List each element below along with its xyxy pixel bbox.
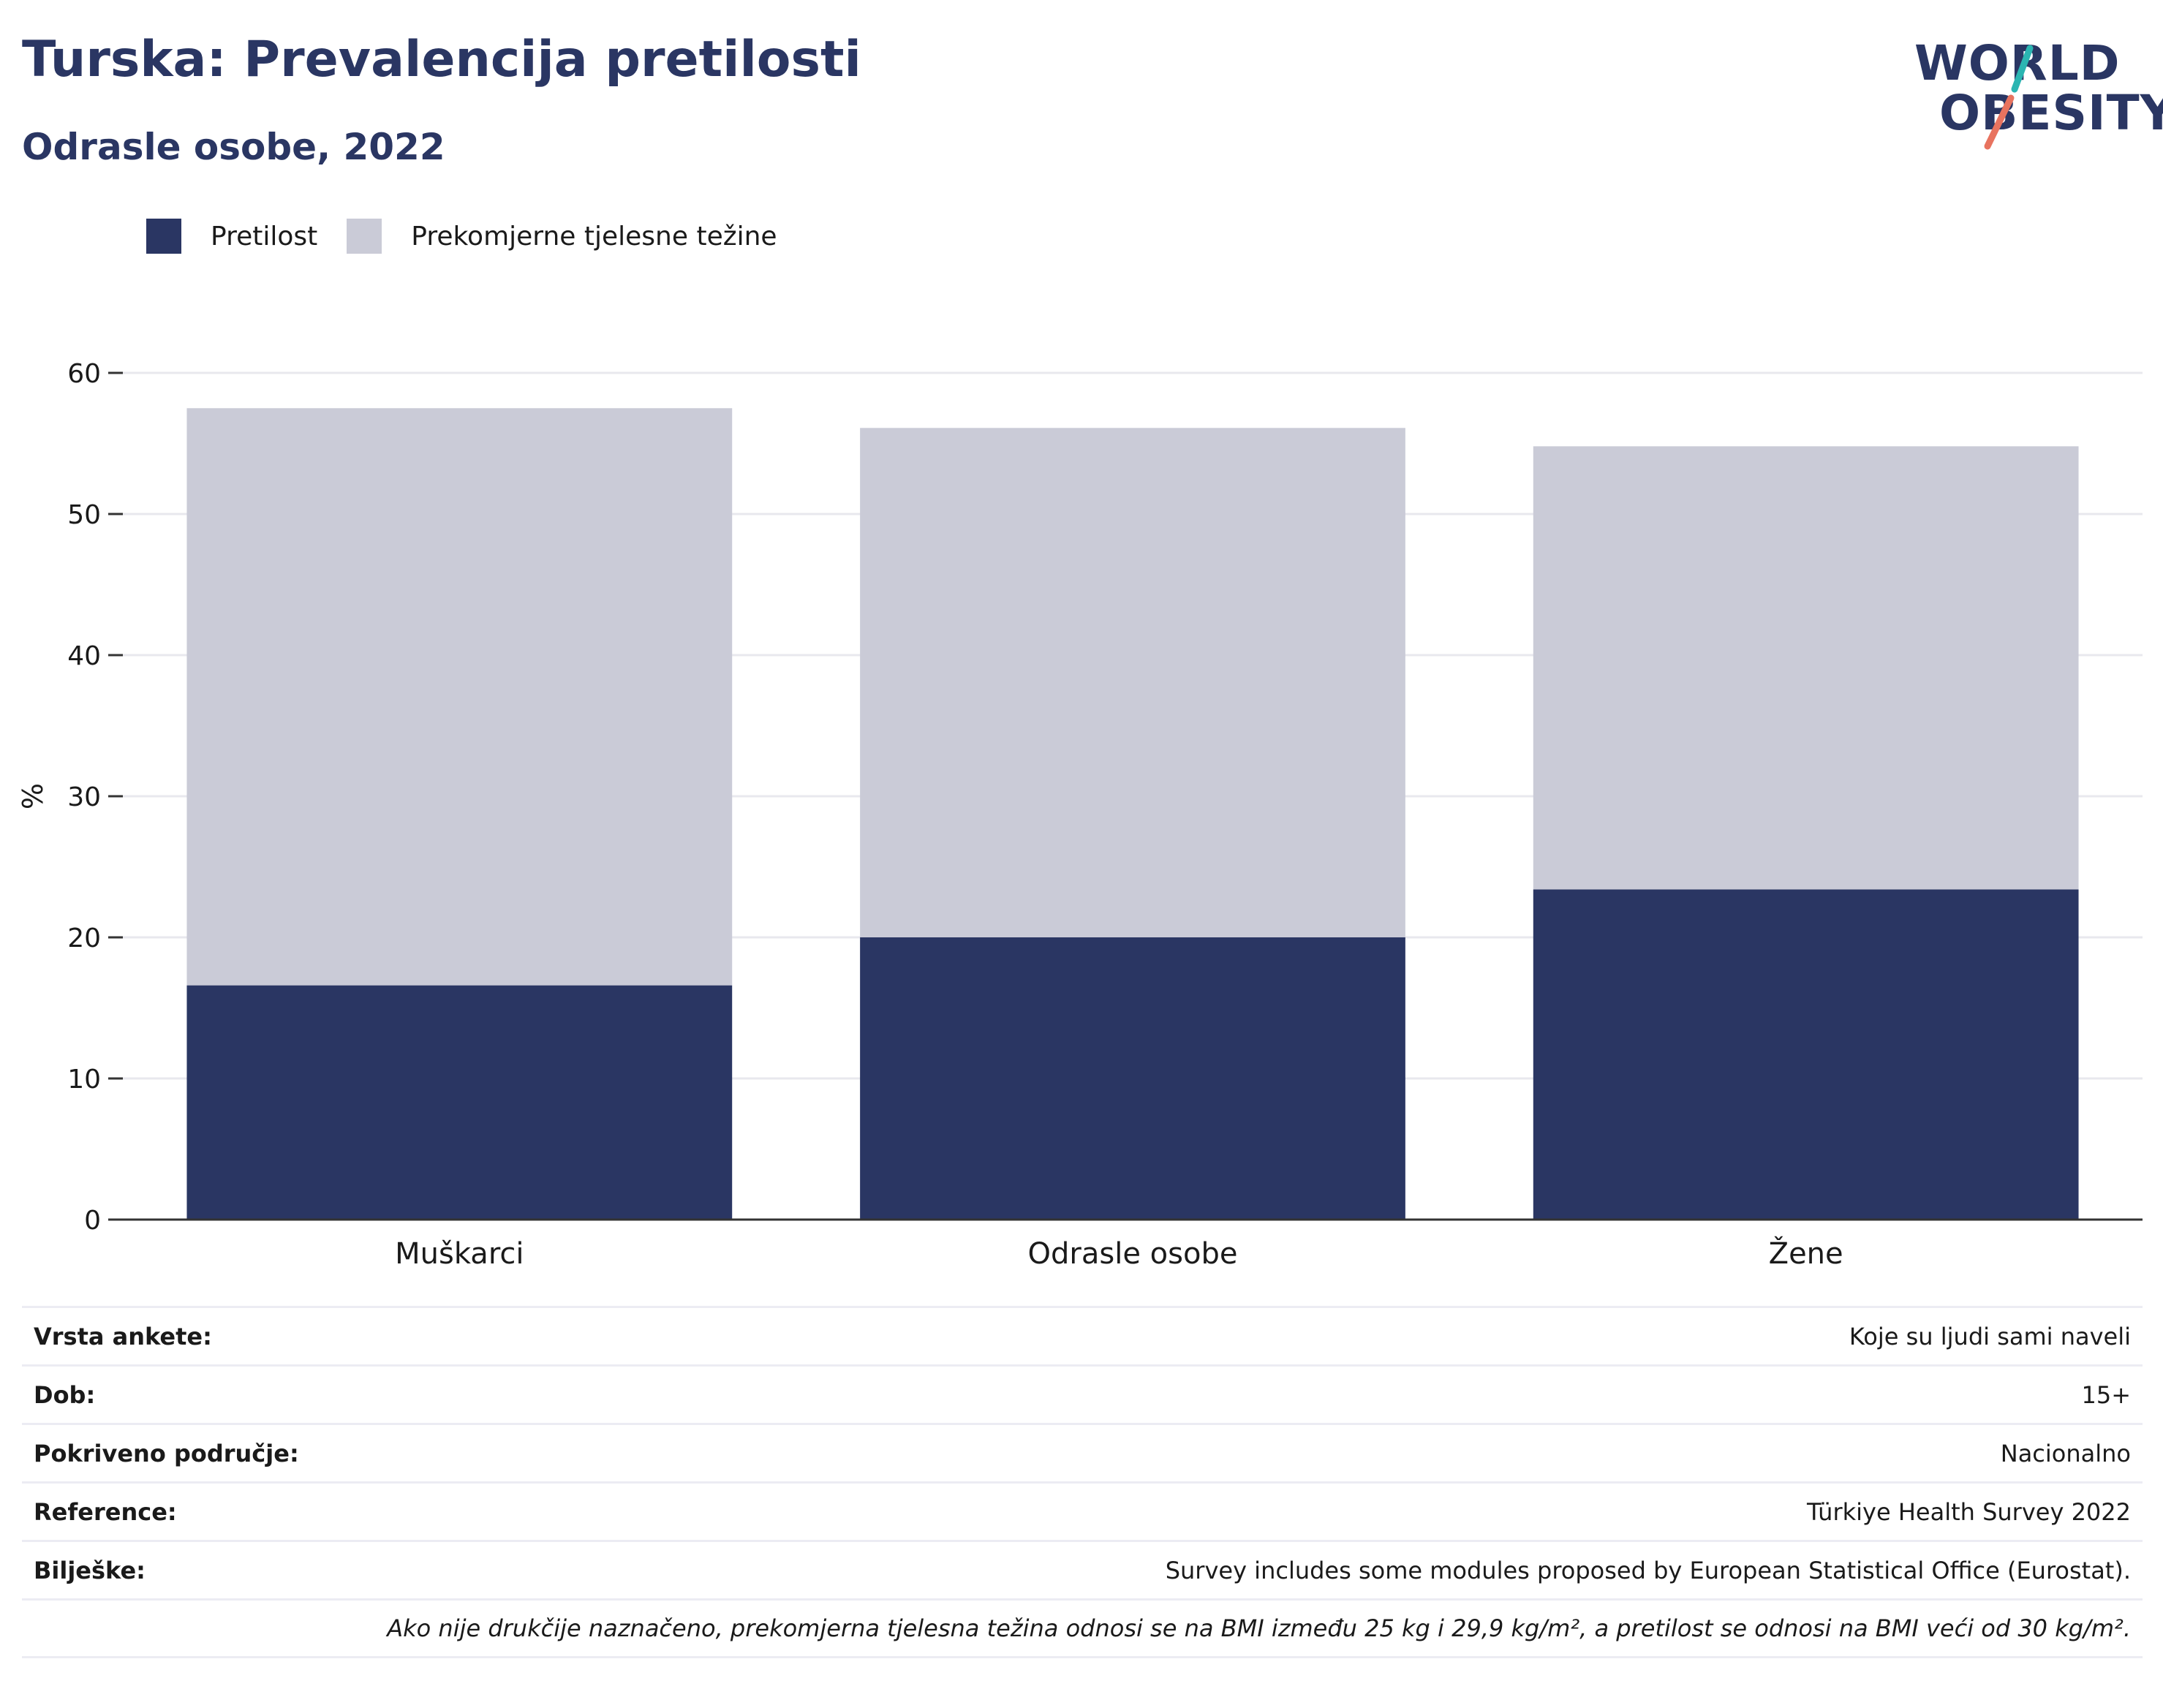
y-tick-label: 60 — [67, 359, 101, 389]
logo-text-obesity: OBESITY — [1939, 85, 2163, 141]
info-value: 15+ — [2081, 1380, 2131, 1409]
y-tick-label: 0 — [84, 1206, 101, 1236]
bar-prekomjerne-2 — [1533, 446, 2079, 890]
y-tick-label: 30 — [67, 782, 101, 812]
info-value: Survey includes some modules proposed by… — [1165, 1556, 2131, 1584]
bar-chart: 0 10 20 30 40 50 60% Muškarci Odrasle osobe Žene — [17, 359, 2143, 1271]
info-key: Pokriveno područje: — [34, 1439, 299, 1467]
y-axis-label: % — [17, 783, 49, 809]
y-tick-label: 50 — [67, 500, 101, 530]
definition-note: Ako nije drukčije naznačeno, prekomjerna… — [22, 1598, 2143, 1658]
legend-swatch-pretilost — [146, 219, 181, 254]
legend-swatch-prekomjerne — [347, 219, 382, 254]
info-key: Bilješke: — [34, 1556, 146, 1584]
y-tick-label: 40 — [67, 641, 101, 671]
info-value: Koje su ljudi sami naveli — [1849, 1322, 2131, 1350]
chart-subtitle: Odrasle osobe, 2022 — [22, 126, 445, 168]
info-row-notes: Bilješke: Survey includes some modules p… — [22, 1540, 2143, 1598]
y-tick-label: 10 — [67, 1065, 101, 1095]
legend: Pretilost Prekomjerne tjelesne težine — [146, 218, 807, 254]
info-row-age: Dob: 15+ — [22, 1364, 2143, 1423]
legend-item-prekomjerne: Prekomjerne tjelesne težine — [347, 219, 777, 254]
x-tick-label: Žene — [1769, 1236, 1843, 1271]
x-tick-label: Muškarci — [395, 1237, 524, 1271]
legend-label-prekomjerne: Prekomjerne tjelesne težine — [411, 221, 777, 252]
legend-label-pretilost: Pretilost — [211, 221, 318, 252]
info-key: Dob: — [34, 1380, 96, 1409]
info-value: Türkiye Health Survey 2022 — [1807, 1497, 2131, 1526]
bar-pretilost-0 — [186, 985, 733, 1220]
info-table: Vrsta ankete: Koje su ljudi sami naveli … — [22, 1306, 2143, 1658]
info-row-reference: Reference: Türkiye Health Survey 2022 — [22, 1481, 2143, 1540]
chart-title: Turska: Prevalencija pretilosti — [22, 31, 861, 88]
y-tick-label: 20 — [67, 923, 101, 953]
info-row-survey-type: Vrsta ankete: Koje su ljudi sami naveli — [22, 1306, 2143, 1364]
legend-item-pretilost: Pretilost — [146, 219, 317, 254]
info-key: Vrsta ankete: — [34, 1322, 212, 1350]
world-obesity-logo: WORLD OBESITY — [1901, 26, 2163, 158]
info-value: Nacionalno — [2000, 1439, 2131, 1467]
bar-pretilost-2 — [1533, 889, 2079, 1220]
bar-prekomjerne-0 — [186, 408, 733, 986]
info-key: Reference: — [34, 1497, 177, 1526]
bar-pretilost-1 — [860, 937, 1405, 1220]
bar-prekomjerne-1 — [860, 428, 1405, 937]
logo-slash-icon — [1984, 45, 2034, 150]
info-row-coverage: Pokriveno područje: Nacionalno — [22, 1423, 2143, 1481]
x-tick-label: Odrasle osobe — [1028, 1237, 1238, 1271]
